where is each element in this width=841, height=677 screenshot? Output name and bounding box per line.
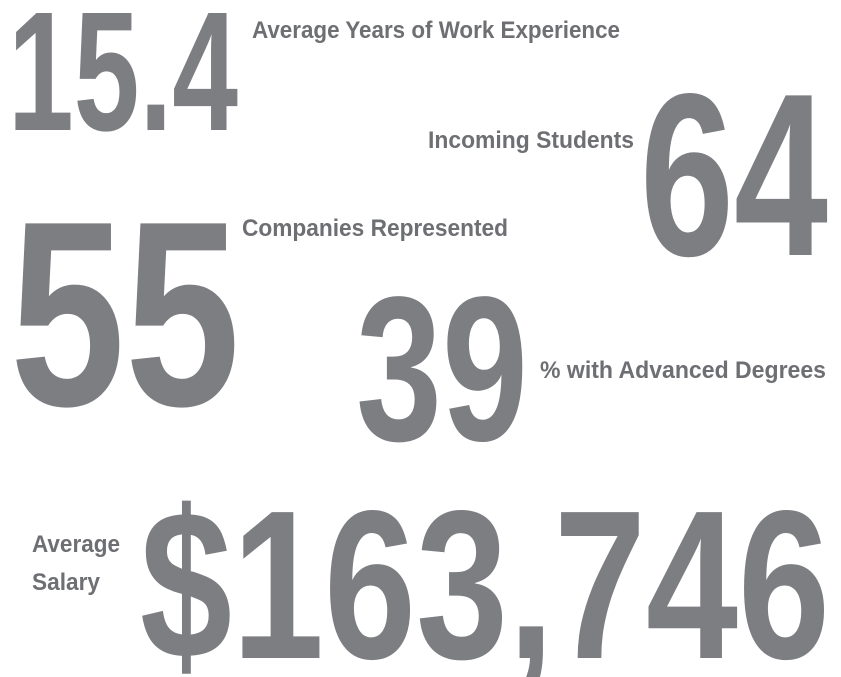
stat-value: $163,746 bbox=[140, 466, 830, 677]
stat-value: 15.4 bbox=[8, 0, 238, 167]
stat-label: % with Advanced Degrees bbox=[540, 357, 826, 384]
stat-label: Incoming Students bbox=[428, 127, 634, 154]
stat-label: Companies Represented bbox=[242, 215, 508, 242]
stat-value: 64 bbox=[640, 46, 828, 305]
stat-label: Average bbox=[32, 531, 120, 558]
stat-label: Average Years of Work Experience bbox=[252, 17, 620, 44]
stat-value: 39 bbox=[356, 254, 528, 484]
stat-value: 55 bbox=[10, 166, 240, 461]
stat-label: Salary bbox=[32, 569, 101, 596]
